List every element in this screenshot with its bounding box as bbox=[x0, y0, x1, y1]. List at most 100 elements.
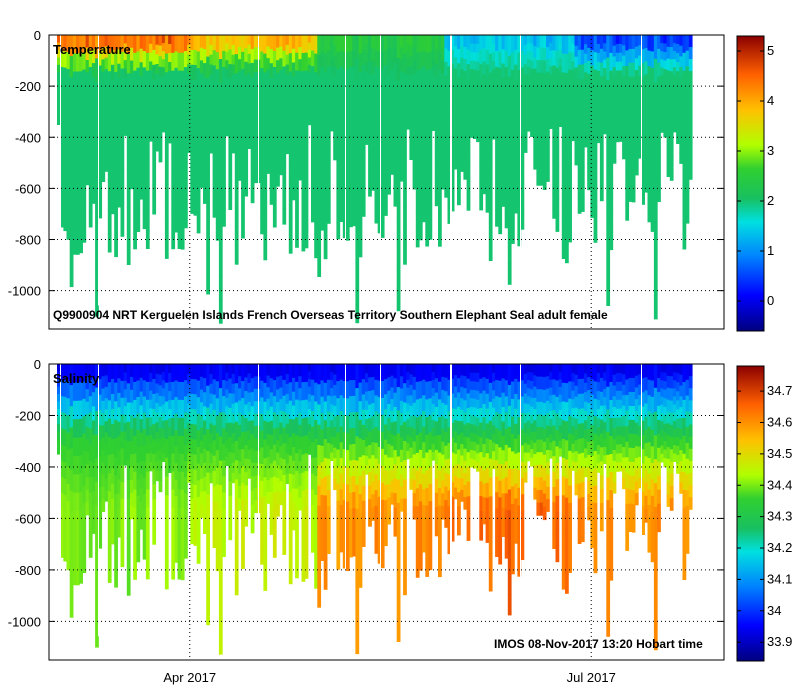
profile-segment bbox=[164, 532, 169, 552]
profile-segment bbox=[685, 50, 690, 67]
profile-segment bbox=[206, 450, 210, 474]
profile-segment bbox=[631, 490, 636, 505]
profile-segment bbox=[561, 457, 566, 478]
profile-segment bbox=[311, 66, 315, 83]
profile-segment bbox=[431, 420, 436, 429]
profile-segment bbox=[501, 35, 506, 50]
profile-segment bbox=[672, 388, 677, 397]
profile-segment bbox=[247, 383, 252, 393]
profile-segment bbox=[291, 62, 296, 77]
profile-segment bbox=[533, 409, 538, 421]
profile-segment bbox=[231, 364, 236, 375]
profile-segment bbox=[149, 381, 153, 392]
profile-segment bbox=[269, 119, 274, 135]
colorbar-tick-label: 0 bbox=[767, 293, 774, 308]
profile-segment bbox=[368, 364, 372, 378]
profile-segment bbox=[276, 110, 280, 124]
profile-segment bbox=[199, 47, 204, 61]
profile-segment bbox=[107, 455, 112, 474]
profile-segment bbox=[130, 111, 134, 126]
profile-segment bbox=[492, 130, 496, 140]
profile-segment bbox=[469, 424, 474, 434]
profile-segment bbox=[60, 51, 64, 68]
profile-segment bbox=[565, 73, 569, 93]
profile-segment bbox=[152, 529, 157, 545]
profile-segment bbox=[488, 72, 493, 92]
profile-segment bbox=[409, 478, 414, 490]
profile-segment bbox=[161, 437, 166, 446]
profile-segment bbox=[244, 418, 249, 432]
profile-segment bbox=[593, 225, 598, 243]
profile-segment bbox=[171, 364, 176, 383]
profile-segment bbox=[495, 146, 499, 163]
profile-segment bbox=[653, 247, 658, 273]
profile-segment bbox=[85, 60, 90, 73]
profile-segment bbox=[549, 120, 553, 129]
profile-segment bbox=[365, 446, 369, 457]
profile-segment bbox=[72, 53, 77, 73]
profile-segment bbox=[593, 537, 598, 556]
profile-segment bbox=[76, 89, 80, 109]
profile-segment bbox=[523, 393, 528, 404]
profile-segment bbox=[285, 74, 290, 85]
profile-segment bbox=[542, 125, 547, 139]
profile-segment bbox=[393, 63, 398, 79]
profile-segment bbox=[688, 460, 693, 474]
profile-segment bbox=[250, 90, 255, 106]
profile-segment bbox=[345, 137, 350, 156]
profile-segment bbox=[396, 479, 401, 504]
profile-segment bbox=[485, 512, 490, 529]
profile-segment bbox=[298, 59, 303, 72]
profile-segment bbox=[177, 525, 182, 544]
profile-segment bbox=[457, 506, 461, 522]
profile-segment bbox=[206, 385, 210, 408]
profile-segment bbox=[444, 445, 449, 460]
profile-segment bbox=[69, 427, 74, 449]
profile-segment bbox=[676, 62, 680, 72]
profile-segment bbox=[377, 546, 382, 564]
profile-segment bbox=[288, 473, 293, 493]
profile-segment bbox=[101, 400, 106, 414]
profile-segment bbox=[152, 49, 157, 66]
profile-segment bbox=[390, 399, 395, 412]
profile-segment bbox=[285, 104, 290, 115]
profile-segment bbox=[320, 380, 325, 398]
profile-segment bbox=[79, 510, 83, 529]
profile-segment bbox=[568, 207, 572, 226]
profile-segment bbox=[660, 380, 665, 389]
profile-segment bbox=[101, 35, 106, 48]
profile-segment bbox=[212, 65, 217, 82]
profile-segment bbox=[149, 426, 153, 436]
profile-segment bbox=[536, 35, 541, 48]
profile-segment bbox=[399, 388, 404, 402]
profile-segment bbox=[434, 478, 439, 494]
profile-segment bbox=[472, 95, 477, 105]
profile-segment bbox=[161, 364, 166, 373]
profile-segment bbox=[612, 450, 617, 462]
profile-segment bbox=[676, 382, 680, 392]
profile-segment bbox=[587, 467, 591, 482]
profile-segment bbox=[355, 388, 360, 413]
profile-segment bbox=[603, 455, 607, 465]
profile-segment bbox=[580, 378, 585, 395]
profile-segment bbox=[374, 35, 379, 52]
profile-segment bbox=[225, 35, 230, 44]
profile-segment bbox=[285, 403, 290, 415]
profile-segment bbox=[650, 149, 655, 167]
profile-segment bbox=[133, 471, 137, 491]
profile-segment bbox=[409, 384, 414, 396]
profile-segment bbox=[387, 497, 391, 512]
profile-segment bbox=[314, 72, 318, 92]
profile-segment bbox=[314, 90, 318, 110]
profile-segment bbox=[561, 532, 566, 553]
profile-segment bbox=[409, 468, 414, 480]
profile-segment bbox=[304, 52, 309, 71]
profile-segment bbox=[171, 195, 176, 214]
profile-segment bbox=[117, 78, 122, 93]
profile-segment bbox=[568, 104, 572, 122]
profile-segment bbox=[641, 63, 645, 78]
profile-segment bbox=[472, 398, 477, 408]
profile-segment bbox=[501, 177, 506, 193]
profile-segment bbox=[168, 409, 172, 419]
profile-segment bbox=[291, 433, 296, 448]
